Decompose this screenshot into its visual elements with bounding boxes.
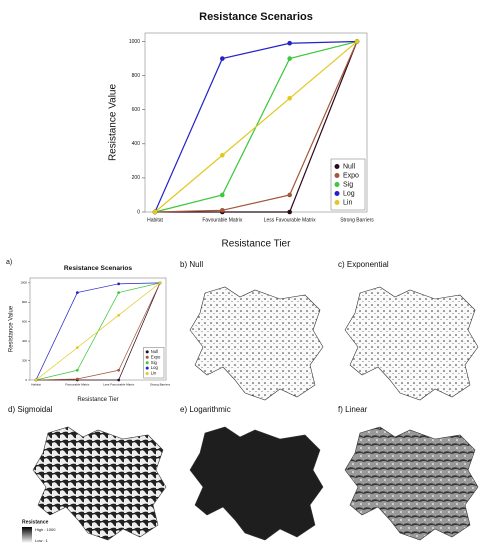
legend-swatch (334, 173, 340, 178)
legend-label: Null (151, 349, 158, 354)
legend-label: Sig (151, 360, 158, 365)
series-point (152, 209, 158, 215)
x-tick-label: Strong Barriers (150, 383, 171, 387)
x-tick-label: Less Favourable Matrix (264, 217, 316, 223)
legend-label: Lin (151, 371, 157, 376)
y-tick-label: 200 (132, 175, 141, 181)
series-point (75, 346, 79, 350)
y-tick-label: 200 (22, 358, 27, 362)
legend-box (143, 347, 165, 379)
map-d (32, 426, 167, 541)
x-tick-label: Strong Barriers (340, 217, 374, 223)
series-point (220, 152, 225, 158)
series-line (154, 41, 358, 213)
legend-swatch (145, 350, 149, 354)
y-axis-label: Resistance Value (108, 84, 119, 162)
chart-title: Resistance Scenarios (199, 11, 313, 23)
legend-label: Log (343, 190, 355, 197)
panel-label: a) (6, 259, 12, 266)
legend-label: Log (151, 365, 159, 370)
x-tick-label: Favourable Matrix (202, 217, 243, 223)
series-line (35, 282, 161, 381)
legend-swatch (145, 355, 149, 359)
panel-label: c) Exponential (338, 260, 389, 269)
x-axis-label: Resistance Tier (77, 397, 118, 403)
legend-swatch (334, 200, 340, 205)
legend-label: Expo (151, 354, 161, 359)
series-line (155, 41, 358, 213)
series-point (75, 291, 79, 294)
series-line (154, 40, 358, 213)
x-tick-label: Habitat (147, 217, 163, 223)
series-point (117, 378, 121, 382)
y-tick-label: 400 (22, 339, 27, 343)
series-point (34, 378, 38, 382)
panel-label: d) Sigmoidal (8, 405, 53, 414)
legend-swatch (334, 182, 340, 187)
map-b (189, 286, 324, 401)
map-e (189, 426, 324, 541)
series-point (117, 368, 121, 372)
y-tick-label: 600 (22, 320, 27, 324)
y-tick-label: 0 (25, 378, 27, 382)
legend-swatch (334, 191, 340, 196)
legend-label: Lin (343, 199, 352, 206)
series-line (36, 282, 161, 381)
panel-label: e) Logarithmic (180, 405, 231, 414)
series-point (287, 56, 292, 61)
series-point (220, 56, 225, 61)
series-point (117, 313, 121, 317)
series-point (75, 368, 79, 372)
x-tick-label: Less Favourable Matrix (103, 383, 135, 387)
series-point (287, 95, 292, 101)
series-point (354, 39, 360, 44)
series-line (35, 282, 161, 381)
series-line (154, 41, 358, 213)
x-tick-label: Favourable Matrix (65, 383, 90, 387)
map-c (344, 286, 479, 401)
legend-swatch (334, 164, 340, 169)
map-legend-title: Resistance (22, 519, 49, 525)
legend-swatch (145, 372, 149, 375)
series-point (75, 377, 79, 381)
panel-label: b) Null (180, 260, 203, 269)
map-legend-high: High : 1000 (35, 527, 56, 532)
series-point (287, 192, 292, 198)
y-tick-label: 1000 (20, 281, 27, 285)
legend-label: Expo (343, 172, 359, 179)
y-tick-label: 400 (132, 141, 141, 147)
legend-swatch (145, 366, 149, 370)
y-tick-label: 600 (132, 107, 141, 113)
y-tick-label: 800 (132, 73, 141, 79)
x-axis-label: Resistance Tier (222, 239, 292, 250)
map-legend-ramp (22, 527, 32, 543)
y-tick-label: 1000 (129, 39, 140, 45)
x-tick-label: Habitat (31, 383, 41, 387)
y-tick-label: 0 (137, 209, 140, 215)
panel-label: f) Linear (338, 405, 368, 414)
legend-label: Null (343, 163, 356, 170)
series-point (220, 192, 225, 198)
map-legend-low: Low : 1 (35, 538, 49, 543)
map-f (344, 426, 479, 541)
series-point (287, 40, 292, 46)
series-point (117, 291, 121, 294)
series-line (35, 282, 161, 381)
series-point (220, 207, 225, 213)
legend-label: Sig (343, 181, 353, 188)
legend-swatch (145, 361, 149, 365)
series-point (117, 282, 121, 286)
series-point (158, 281, 162, 285)
chart-title: Resistance Scenarios (64, 265, 133, 272)
y-axis-label: Resistance Value (8, 305, 14, 352)
y-tick-label: 800 (22, 300, 27, 304)
series-point (287, 209, 292, 215)
